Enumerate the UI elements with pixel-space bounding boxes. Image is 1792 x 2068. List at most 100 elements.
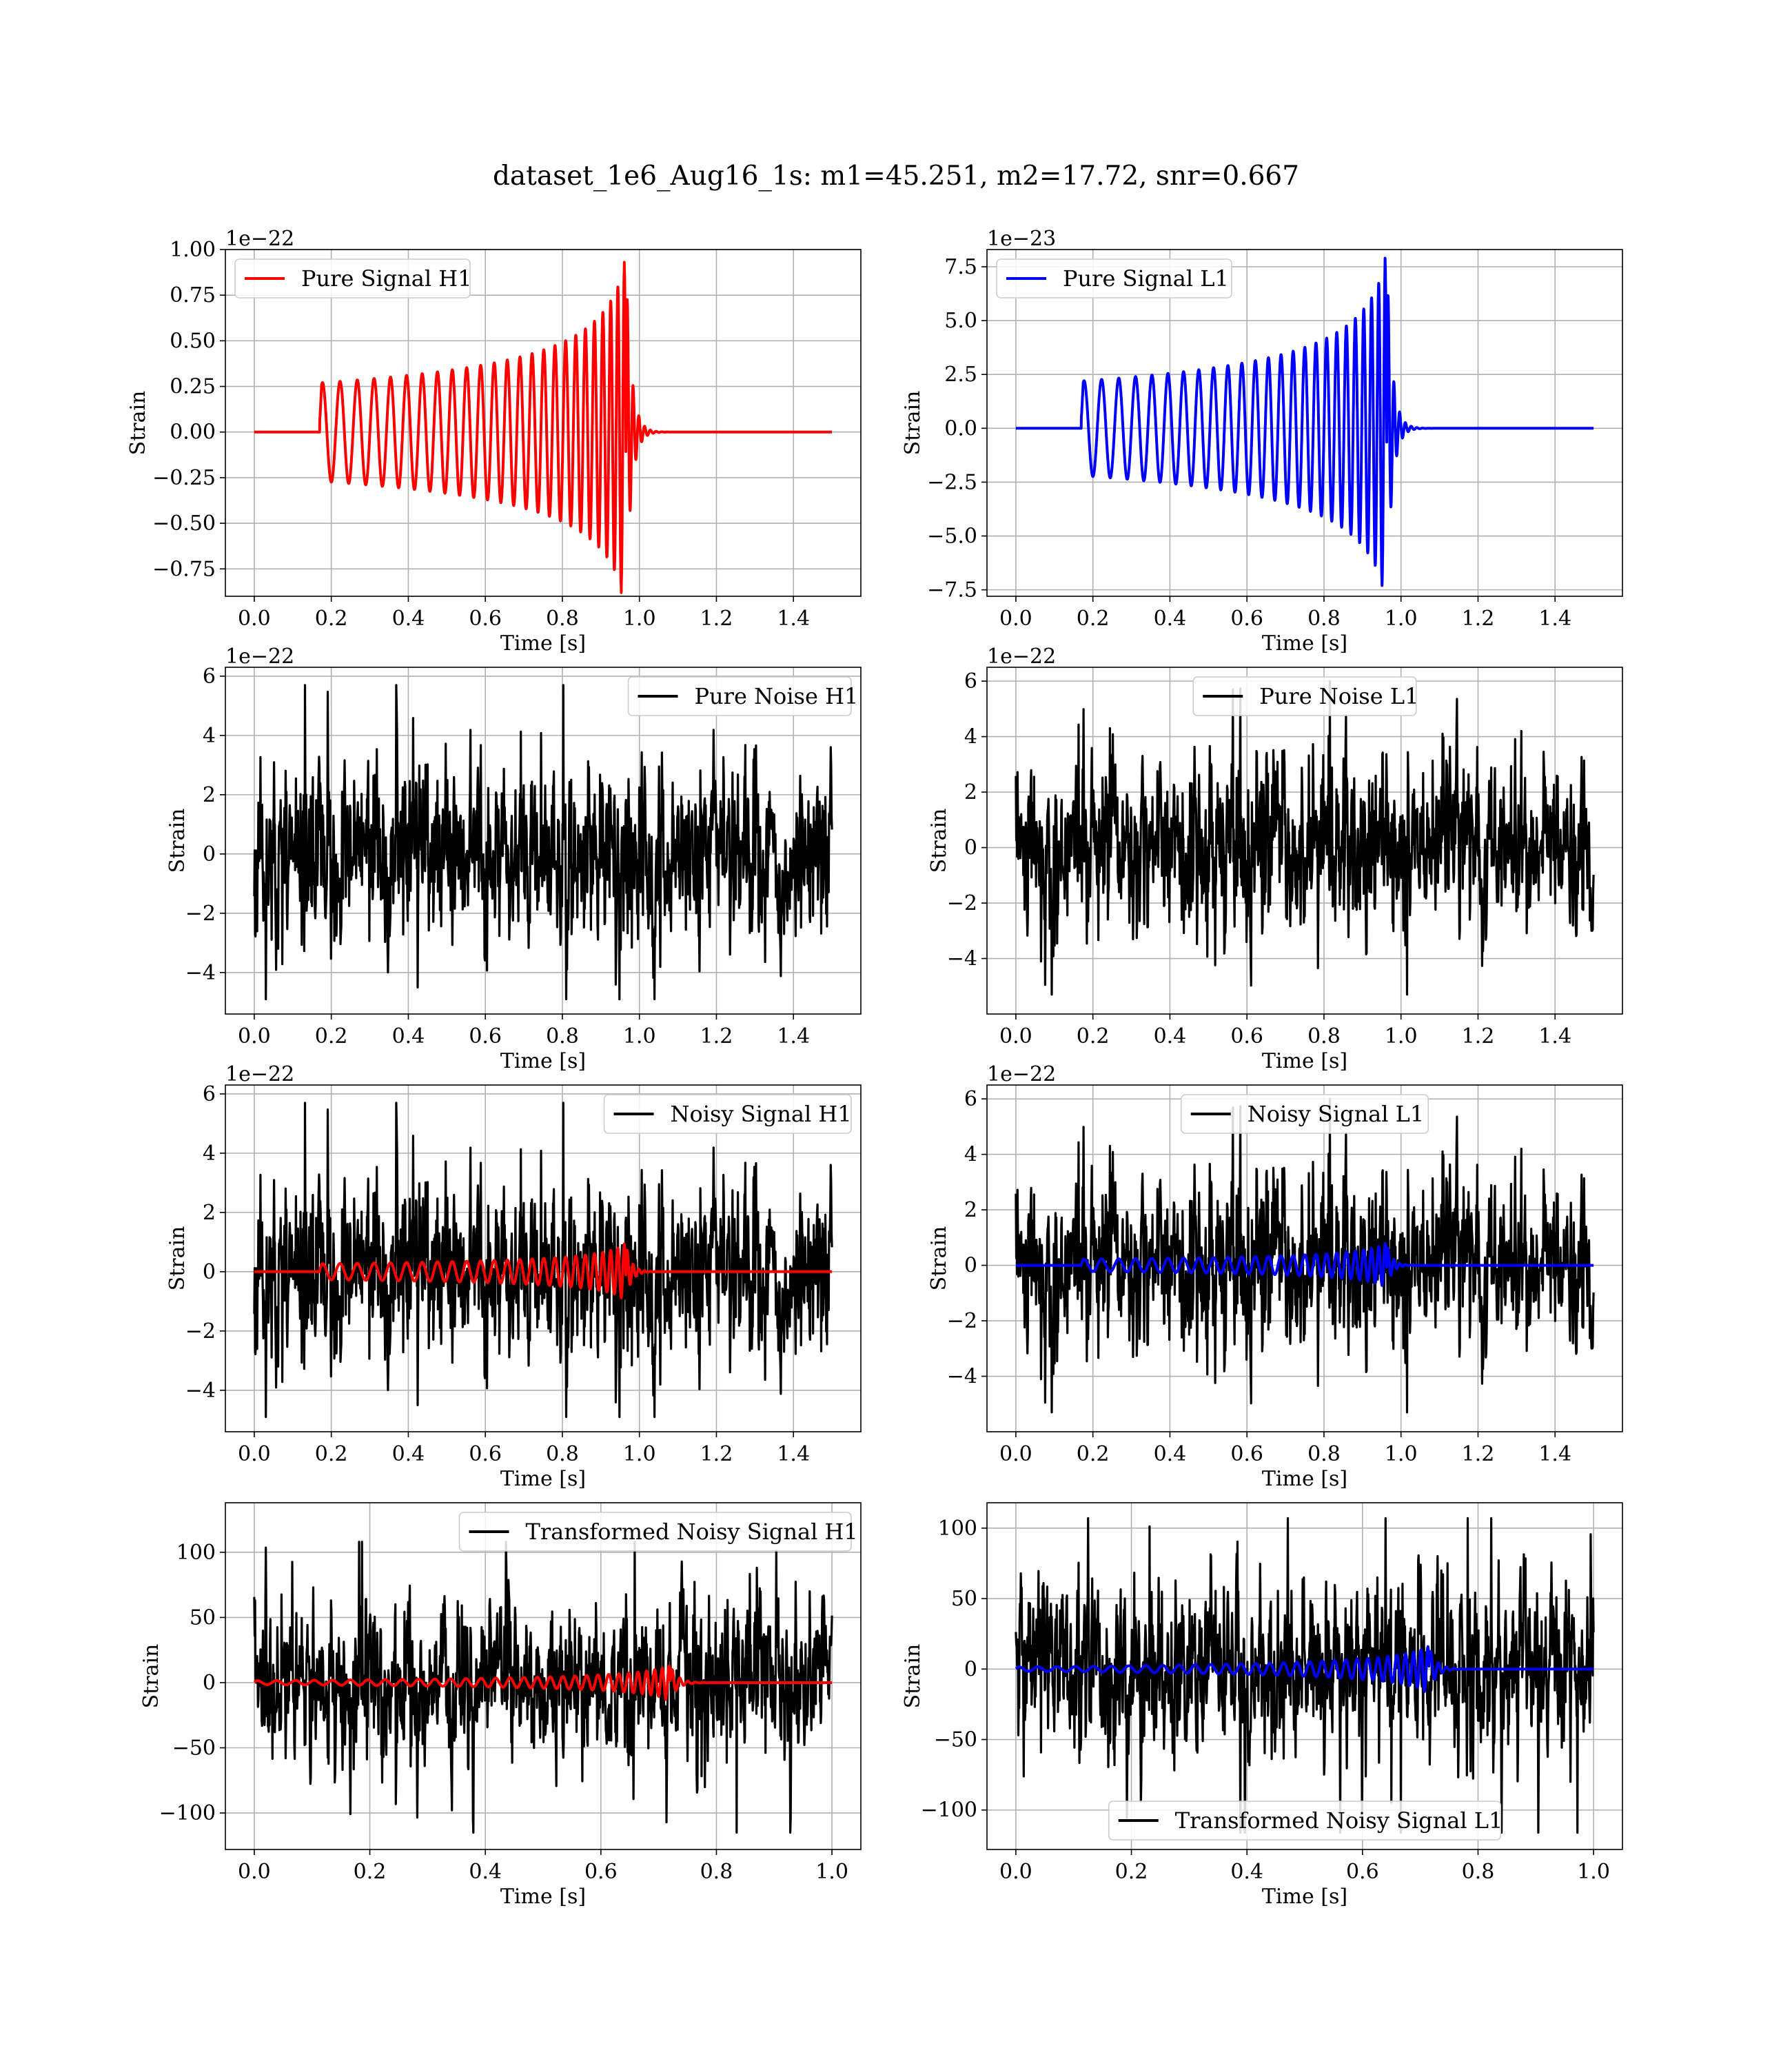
x-tick-label: 0.2: [1077, 1442, 1110, 1466]
x-tick-label: 1.0: [815, 1860, 848, 1884]
x-axis-label: Time [s]: [500, 631, 586, 656]
legend-box: [603, 1094, 852, 1134]
x-tick-label: 1.2: [700, 1442, 733, 1466]
x-tick-label: 0.6: [584, 1860, 618, 1884]
x-tick-label: 0.0: [999, 607, 1032, 631]
x-tick-label: 0.4: [469, 1860, 502, 1884]
x-tick-label: 0.8: [1307, 1442, 1341, 1466]
x-tick-label: 0.4: [1154, 1442, 1187, 1466]
y-tick-label: 50: [951, 1587, 977, 1611]
y-tick-label: −2: [947, 1309, 977, 1333]
legend-label: Noisy Signal L1: [1248, 1101, 1425, 1127]
x-tick-label: 0.2: [315, 607, 348, 631]
axes-frame: [986, 249, 1623, 597]
axes-frame: [225, 249, 862, 597]
series-line-noise: [253, 1102, 833, 1419]
axis-offset-text: 1e−23: [987, 227, 1056, 251]
legend: Noisy Signal H1: [603, 1094, 852, 1134]
legend-box: [234, 258, 471, 298]
axis-offset-text: 1e−22: [987, 645, 1056, 669]
y-tick-label: 2: [203, 1201, 216, 1225]
y-tick-label: 0.00: [170, 420, 216, 445]
x-tick-label: 1.2: [700, 1024, 733, 1048]
x-tick-label: 0.8: [1307, 1024, 1341, 1048]
y-tick-label: 0: [964, 1254, 977, 1278]
x-tick-label: 0.4: [392, 1024, 425, 1048]
y-tick-label: −4: [185, 961, 216, 985]
subplot-7: 0.0 0.2 0.4 0.6 0.8 1.0 100 50 0 −50 −100 Time [s] S…: [139, 1502, 862, 1909]
x-tick-label: 1.4: [1538, 1024, 1571, 1048]
x-tick-label: 1.4: [777, 1442, 810, 1466]
legend: Transformed Noisy Signal H1: [458, 1512, 858, 1552]
x-tick-label: 0.0: [238, 1442, 271, 1466]
x-tick-label: 1.0: [1385, 607, 1418, 631]
axes-frame: [225, 1084, 862, 1432]
y-tick-label: 100: [176, 1541, 216, 1565]
y-tick-label: 0.50: [170, 329, 216, 353]
x-axis-label: Time [s]: [500, 1885, 586, 1909]
x-tick-label: 0.6: [1230, 607, 1263, 631]
x-tick-label: 0.6: [469, 1024, 502, 1048]
subplot-1: 0.0 0.2 0.4 0.6 0.8 1.0 1.2 1.4 1.00 0.75 0.50 0.25…: [126, 227, 862, 656]
x-tick-label: 1.0: [623, 1442, 656, 1466]
x-tick-label: 0.6: [1346, 1860, 1379, 1884]
x-axis-label: Time [s]: [500, 1467, 586, 1491]
legend-label: Pure Signal L1: [1063, 265, 1229, 292]
y-tick-label: 2: [964, 780, 977, 804]
y-tick-label: −4: [947, 1365, 977, 1389]
x-tick-label: 0.6: [469, 607, 502, 631]
y-tick-label: 2.5: [944, 363, 977, 387]
axes-frame: [986, 1502, 1623, 1850]
y-tick-label: −0.50: [152, 511, 216, 536]
y-tick-label: 6: [203, 1082, 216, 1106]
x-tick-label: 0.8: [1462, 1860, 1495, 1884]
figure-suptitle: dataset_1e6_Aug16_1s: m1=45.251, m2=17.7…: [493, 161, 1299, 192]
x-axis-label: Time [s]: [500, 1049, 586, 1073]
y-tick-label: −2: [185, 902, 216, 926]
x-tick-label: 1.0: [1385, 1024, 1418, 1048]
x-tick-label: 0.4: [1230, 1860, 1263, 1884]
subplot-6: 0.0 0.2 0.4 0.6 0.8 1.0 1.2 1.4 6 4 2 0 −2 −4 Time [s]…: [927, 1062, 1623, 1491]
legend: Pure Noise H1: [627, 676, 858, 716]
y-tick-label: 7.5: [944, 255, 977, 279]
x-tick-label: 0.8: [700, 1860, 733, 1884]
x-tick-label: 0.8: [546, 607, 579, 631]
x-tick-label: 0.2: [1077, 607, 1110, 631]
y-axis-label: Strain: [901, 1644, 925, 1709]
subplot-4: 0.0 0.2 0.4 0.6 0.8 1.0 1.2 1.4 6 4 2 0 −2 −4 Time [s]…: [927, 645, 1623, 1073]
series-line-chirp: [1015, 256, 1595, 587]
x-tick-label: 1.0: [1577, 1860, 1610, 1884]
y-tick-label: 6: [964, 1087, 977, 1111]
x-tick-label: 1.4: [1538, 1442, 1571, 1466]
y-tick-label: −2: [185, 1319, 216, 1344]
series-line-chirp: [1015, 1645, 1595, 1693]
x-tick-label: 0.4: [1154, 607, 1187, 631]
legend-box: [1108, 1801, 1502, 1841]
series-line-chirp: [253, 1242, 833, 1299]
axis-offset-text: 1e−22: [225, 645, 294, 669]
y-tick-label: 2: [203, 783, 216, 807]
legend: Pure Signal H1: [234, 258, 472, 298]
y-tick-label: −0.25: [152, 466, 216, 490]
legend: Noisy Signal L1: [1180, 1094, 1429, 1134]
x-tick-label: 1.2: [1462, 607, 1495, 631]
y-tick-label: 50: [190, 1605, 216, 1630]
y-axis-label: Strain: [901, 391, 925, 456]
legend-box: [1180, 1094, 1429, 1134]
y-tick-label: −100: [921, 1798, 977, 1823]
series-line-noise: [253, 1541, 833, 1834]
y-tick-label: 0.0: [944, 416, 977, 440]
y-axis-label: Strain: [927, 1226, 951, 1291]
y-tick-label: 6: [964, 669, 977, 693]
y-axis-label: Strain: [165, 1226, 190, 1291]
x-tick-label: 0.2: [354, 1860, 387, 1884]
x-tick-label: 0.8: [1307, 607, 1341, 631]
axes-frame: [225, 667, 862, 1015]
series-line-noise: [1015, 1097, 1595, 1414]
y-tick-label: −4: [947, 947, 977, 971]
legend-label: Noisy Signal H1: [671, 1101, 852, 1127]
x-tick-label: 1.0: [1385, 1442, 1418, 1466]
y-tick-label: 5.0: [944, 309, 977, 333]
x-axis-label: Time [s]: [1262, 631, 1347, 656]
y-tick-label: 6: [203, 665, 216, 689]
